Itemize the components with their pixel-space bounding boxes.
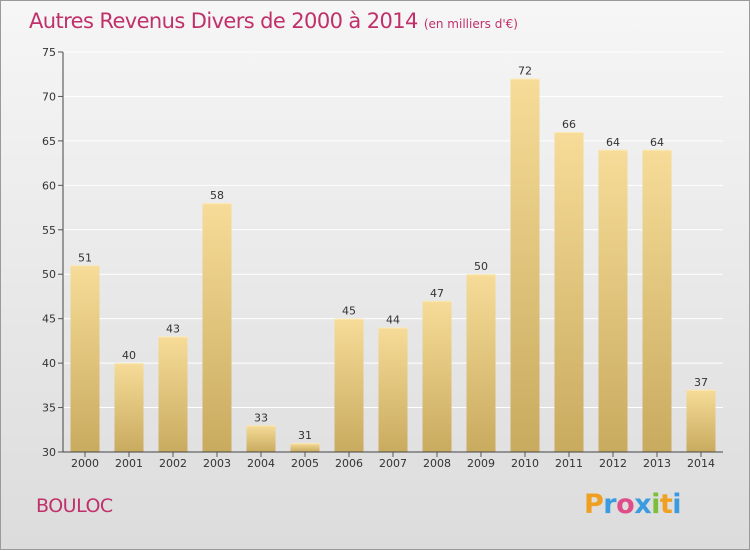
data-label: 33: [254, 411, 268, 424]
data-label: 45: [342, 305, 356, 318]
y-tick-label: 35: [42, 402, 56, 415]
x-tick-label: 2001: [115, 457, 143, 470]
logo-letter: P: [584, 489, 604, 520]
y-tick-label: 50: [42, 268, 56, 281]
logo-letter: r: [603, 489, 617, 520]
x-tick-label: 2010: [511, 457, 539, 470]
bar: [202, 203, 232, 452]
y-tick-label: 45: [42, 313, 56, 326]
bar: [334, 318, 364, 452]
data-label: 72: [518, 65, 532, 78]
data-label: 37: [694, 376, 708, 389]
y-tick-label: 65: [42, 135, 56, 148]
bar: [246, 425, 276, 452]
data-label: 50: [474, 260, 488, 273]
logo-letter: t: [659, 489, 673, 520]
y-tick-label: 75: [42, 46, 56, 59]
data-label: 44: [386, 314, 400, 327]
bar: [686, 389, 716, 452]
x-tick-label: 2014: [687, 457, 715, 470]
data-label: 58: [210, 189, 224, 202]
x-tick-label: 2012: [599, 457, 627, 470]
place-name: BOULOC: [36, 495, 113, 517]
chart-title-unit: (en milliers d'€): [423, 17, 518, 31]
bar: [422, 300, 452, 452]
data-label: 64: [606, 136, 620, 149]
bar: [290, 443, 320, 452]
bar: [114, 363, 144, 452]
x-tick-label: 2003: [203, 457, 231, 470]
x-tick-label: 2009: [467, 457, 495, 470]
y-tick-label: 60: [42, 179, 56, 192]
x-tick-label: 2002: [159, 457, 187, 470]
data-label: 47: [430, 287, 444, 300]
bar: [70, 265, 100, 452]
logo-letter: i: [672, 489, 682, 520]
data-label: 40: [122, 349, 136, 362]
bar: [466, 274, 496, 452]
logo-letter: o: [616, 489, 635, 520]
proxiti-logo: Proxiti: [584, 489, 682, 520]
data-label: 43: [166, 322, 180, 335]
x-tick-label: 2013: [643, 457, 671, 470]
bar: [378, 327, 408, 452]
chart-title: Autres Revenus Divers de 2000 à 2014 (en …: [29, 9, 518, 33]
x-tick-label: 2006: [335, 457, 363, 470]
x-tick-label: 2011: [555, 457, 583, 470]
x-tick-label: 2005: [291, 457, 319, 470]
data-label: 64: [650, 136, 664, 149]
data-label: 51: [78, 251, 92, 264]
x-tick-label: 2004: [247, 457, 275, 470]
x-tick-label: 2000: [71, 457, 99, 470]
data-label: 66: [562, 118, 576, 131]
y-tick-label: 30: [42, 446, 56, 459]
y-tick-label: 40: [42, 357, 56, 370]
bar: [598, 149, 628, 452]
bar: [510, 78, 540, 453]
y-tick-label: 55: [42, 224, 56, 237]
bar: [554, 132, 584, 452]
bar: [642, 149, 672, 452]
logo-letter: i: [651, 489, 660, 520]
x-tick-label: 2007: [379, 457, 407, 470]
data-label: 31: [298, 429, 312, 442]
bar: [158, 336, 188, 452]
x-tick-label: 2008: [423, 457, 451, 470]
y-tick-label: 70: [42, 90, 56, 103]
logo-letter: x: [634, 489, 652, 520]
chart-title-text: Autres Revenus Divers de 2000 à 2014: [29, 9, 418, 33]
